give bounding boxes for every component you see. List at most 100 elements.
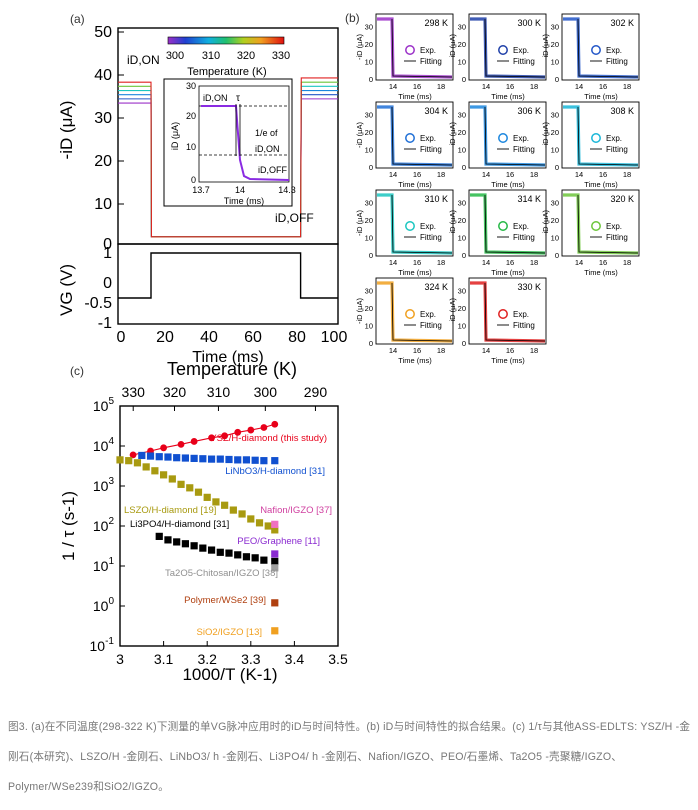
a-xtick-80: 80 bbox=[288, 329, 306, 346]
a-ytick-10: 10 bbox=[94, 196, 112, 213]
b-ytick: 20 bbox=[458, 40, 466, 49]
c-point bbox=[242, 553, 251, 561]
c-point bbox=[177, 440, 185, 448]
c-point bbox=[260, 424, 268, 431]
b-ytick: 30 bbox=[365, 287, 373, 296]
b-xlabel: Time (ms) bbox=[398, 92, 432, 101]
c-point bbox=[221, 432, 229, 440]
a-xtick-60: 60 bbox=[244, 329, 262, 346]
inset-note-2: iD,ON bbox=[255, 144, 280, 154]
b-temp-label: 306 K bbox=[517, 106, 541, 116]
b-ytick: 10 bbox=[458, 322, 466, 331]
b-temp-label: 310 K bbox=[424, 194, 448, 204]
b-ytick: 10 bbox=[365, 58, 373, 67]
c-point bbox=[138, 451, 146, 460]
b-xtick: 16 bbox=[413, 170, 421, 179]
b-ytick: 0 bbox=[369, 339, 373, 348]
b-fit-trace bbox=[391, 18, 453, 78]
c-label-peo: PEO/Graphene [11] bbox=[237, 536, 320, 547]
b-legend-fit: Fitting bbox=[513, 321, 535, 330]
b-legend-fit: Fitting bbox=[606, 145, 628, 154]
b-ytick: 0 bbox=[462, 75, 466, 84]
b-ytick: 20 bbox=[458, 216, 466, 225]
b-ytick: 30 bbox=[551, 23, 559, 32]
a-xlabel: Time (ms) bbox=[192, 349, 263, 366]
b-cell-330K: 0 10 20 30 14 16 18 Time (ms) -iD (μA) 330 K Exp. F… bbox=[448, 277, 547, 365]
colorbar bbox=[167, 36, 285, 45]
b-fit-trace bbox=[391, 194, 453, 254]
b-xtick: 18 bbox=[530, 170, 538, 179]
b-legend-exp-marker bbox=[498, 221, 508, 231]
b-fit-trace bbox=[391, 106, 453, 166]
c-y-tick: 103 bbox=[93, 476, 115, 494]
cbar-tick-320: 320 bbox=[237, 50, 255, 62]
b-ytick: 10 bbox=[458, 58, 466, 67]
b-ylabel: -iD (μA) bbox=[541, 34, 550, 60]
c-point bbox=[208, 434, 215, 442]
b-cell-frame bbox=[375, 101, 454, 169]
b-legend-exp: Exp. bbox=[606, 46, 622, 55]
b-legend-fit: Fitting bbox=[513, 233, 535, 242]
b-ylabel: -iD (μA) bbox=[355, 210, 364, 236]
b-legend-fit: Fitting bbox=[420, 57, 442, 66]
c-point bbox=[251, 456, 259, 464]
a-xtick-20: 20 bbox=[156, 329, 174, 346]
b-ytick: 30 bbox=[365, 111, 373, 120]
b-ytick: 30 bbox=[551, 111, 559, 120]
c-point bbox=[151, 467, 159, 475]
c-series-4 bbox=[271, 520, 279, 528]
b-ytick: 10 bbox=[365, 146, 373, 155]
inset-note-1: 1/e of bbox=[255, 128, 278, 138]
b-xtick: 16 bbox=[506, 82, 514, 91]
c-bottom-tick: 3.2 bbox=[197, 651, 217, 667]
b-xtick: 16 bbox=[599, 258, 607, 267]
c-bottom-tick: 3 bbox=[116, 651, 124, 667]
b-legend-exp-marker bbox=[498, 133, 508, 143]
b-xtick: 16 bbox=[413, 258, 421, 267]
inset-xtick-13.7: 13.7 bbox=[192, 185, 210, 195]
c-label-li3po4: Li3PO4/H-diamond [31] bbox=[130, 519, 229, 530]
b-temp-label: 320 K bbox=[610, 194, 634, 204]
c-point bbox=[155, 532, 163, 540]
c-point bbox=[146, 452, 155, 460]
inset-ion: iD,ON bbox=[203, 93, 228, 103]
c-top-xlabel: Temperature (K) bbox=[167, 359, 297, 379]
inset-ytick-0: 0 bbox=[191, 175, 196, 185]
c-point bbox=[207, 546, 216, 554]
c-point bbox=[199, 455, 207, 463]
c-point bbox=[160, 471, 168, 479]
b-legend-exp: Exp. bbox=[513, 310, 529, 319]
b-cell-frame bbox=[375, 277, 454, 345]
b-xtick: 16 bbox=[506, 258, 514, 267]
c-point bbox=[186, 484, 194, 492]
c-point bbox=[216, 455, 224, 463]
b-ytick: 20 bbox=[458, 128, 466, 137]
c-point bbox=[234, 551, 242, 559]
c-point bbox=[225, 455, 233, 464]
b-ytick: 30 bbox=[458, 199, 466, 208]
b-legend-exp: Exp. bbox=[513, 222, 529, 231]
b-legend-exp: Exp. bbox=[606, 134, 622, 143]
c-point bbox=[234, 428, 242, 436]
b-cell-308K: 0 10 20 30 14 16 18 Time (ms) -iD (μA) 308 K Exp. F… bbox=[541, 101, 640, 189]
c-label-lszo: LSZO/H-diamond [19] bbox=[124, 505, 216, 516]
b-ytick: 20 bbox=[458, 304, 466, 313]
c-point bbox=[255, 519, 264, 527]
c-series-7 bbox=[271, 599, 279, 607]
c-point bbox=[260, 556, 268, 564]
b-ylabel: -iD (μA) bbox=[541, 122, 550, 148]
b-legend-exp: Exp. bbox=[420, 134, 436, 143]
b-xlabel: Time (ms) bbox=[584, 92, 618, 101]
b-cell-frame bbox=[375, 189, 454, 257]
c-point bbox=[190, 542, 198, 550]
c-bottom-tick: 3.4 bbox=[285, 651, 305, 667]
b-ytick: 10 bbox=[365, 322, 373, 331]
b-ytick: 0 bbox=[555, 251, 559, 260]
b-legend-exp-marker bbox=[498, 309, 508, 319]
b-temp-label: 300 K bbox=[517, 18, 541, 28]
b-ytick: 20 bbox=[365, 304, 373, 313]
c-point bbox=[271, 557, 279, 566]
